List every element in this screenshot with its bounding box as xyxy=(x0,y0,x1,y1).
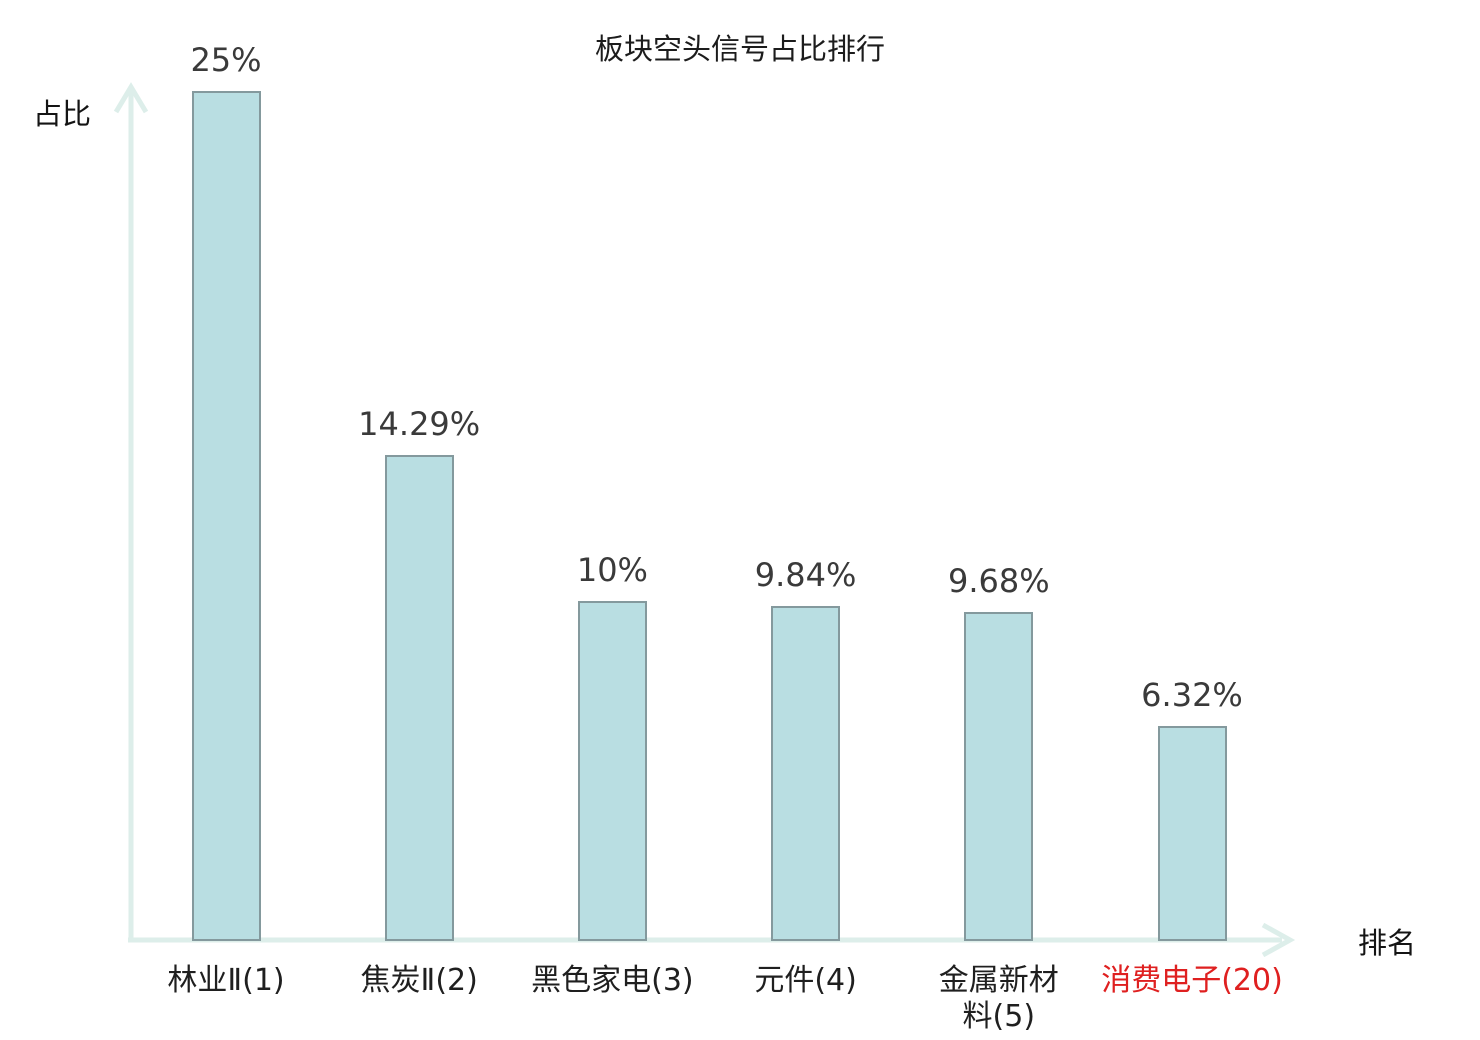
bar-value-label-2: 14.29% xyxy=(358,404,481,443)
bar-4 xyxy=(771,606,841,941)
bar-5 xyxy=(964,612,1034,941)
bar-value-label-6: 6.32% xyxy=(1141,675,1243,714)
x-tick-label-1: 林业Ⅱ(1) xyxy=(167,963,285,998)
bar-3 xyxy=(577,601,647,941)
bar-value-label-3: 10% xyxy=(576,550,648,589)
x-axis-label: 排名 xyxy=(1358,926,1417,960)
bar-value-label-1: 25% xyxy=(190,40,262,79)
x-tick-label-6: 消费电子(20) xyxy=(1101,963,1283,998)
bar-2 xyxy=(384,455,454,941)
x-axis-arrow-icon xyxy=(1261,922,1296,958)
x-tick-label-2: 焦炭Ⅱ(2) xyxy=(360,963,478,998)
bar-6 xyxy=(1157,726,1227,941)
y-axis-label: 占比 xyxy=(33,97,92,131)
bar-value-label-5: 9.68% xyxy=(947,561,1050,600)
chart-title: 板块空头信号占比排行 xyxy=(594,32,885,66)
x-tick-label-4: 元件(4) xyxy=(754,963,857,998)
y-axis-arrow-icon xyxy=(113,82,149,114)
x-tick-label-5: 金属新材 料(5) xyxy=(938,963,1059,1034)
bar-1 xyxy=(191,91,261,941)
bar-value-label-4: 9.84% xyxy=(754,555,857,594)
x-tick-label-3: 黑色家电(3) xyxy=(531,963,694,998)
